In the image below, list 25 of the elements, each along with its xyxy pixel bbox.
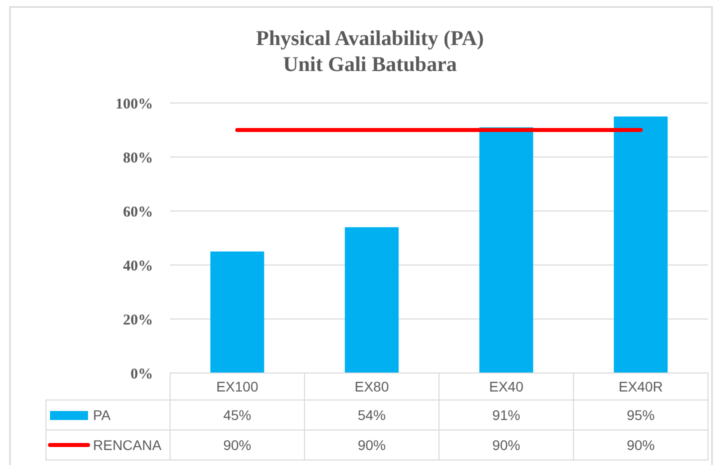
y-tick-label: 100% [116, 96, 153, 112]
y-tick-label: 20% [123, 312, 153, 328]
data-label: 54% [358, 406, 386, 423]
x-tick-label: EX40R [618, 378, 663, 394]
bar [479, 127, 534, 373]
bar [344, 227, 399, 373]
x-tick-label: EX100 [216, 378, 258, 394]
x-tick-label: EX80 [354, 378, 390, 394]
data-label: 95% [626, 406, 655, 423]
data-label: 90% [223, 436, 252, 453]
chart-title: Physical Availability (PA) Unit Gali Batubara [256, 26, 484, 76]
data-label: 45% [223, 406, 252, 423]
y-tick-label: 80% [123, 150, 153, 166]
data-label: 91% [492, 406, 520, 423]
data-label: 90% [492, 436, 520, 453]
legend-label: RENCANA [93, 436, 162, 453]
data-label: 90% [358, 436, 386, 453]
bar [614, 116, 668, 373]
bar [210, 252, 264, 373]
y-tick-label: 60% [123, 204, 153, 220]
x-tick-label: EX40 [489, 378, 524, 394]
y-tick-label: 0% [130, 366, 153, 382]
data-label: 90% [626, 436, 655, 453]
y-tick-label: 40% [123, 258, 153, 274]
legend-label: PA [93, 406, 112, 423]
